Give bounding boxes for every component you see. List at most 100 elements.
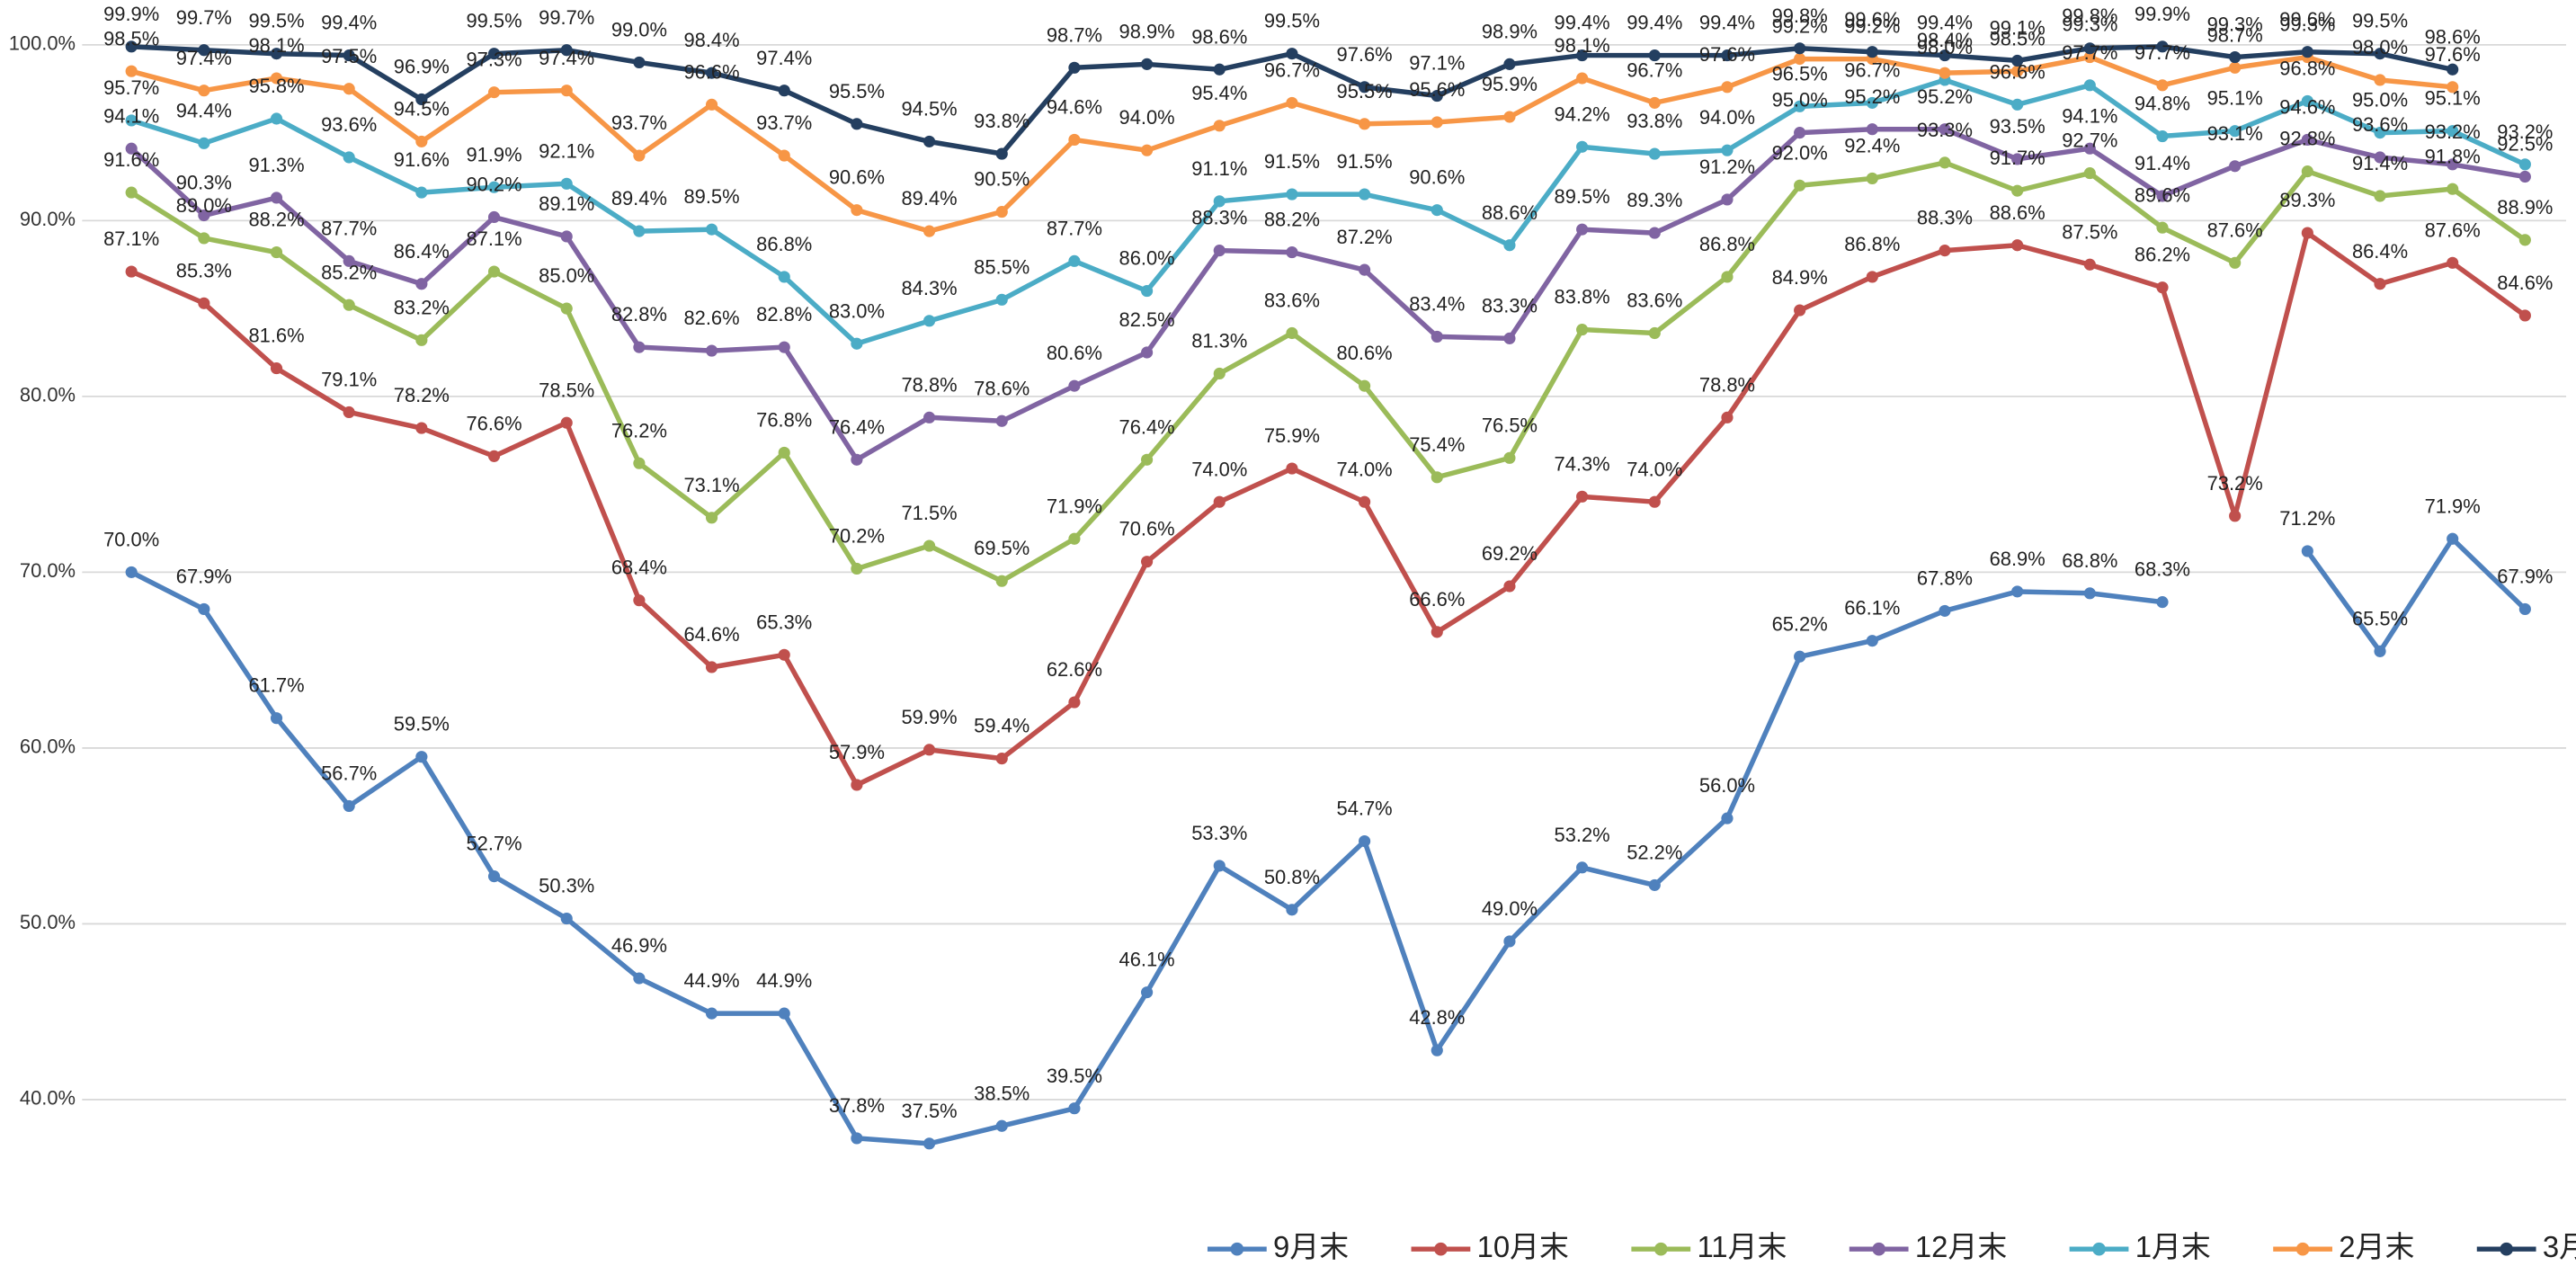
data-label: 97.6%	[2425, 43, 2481, 66]
data-label: 76.2%	[611, 419, 667, 441]
data-label: 99.4%	[1917, 12, 1973, 34]
data-label: 97.7%	[2062, 41, 2117, 64]
data-label: 95.5%	[1337, 80, 1393, 103]
data-label: 78.2%	[394, 384, 450, 406]
legend-swatch-marker	[1653, 1242, 1668, 1256]
data-label: 59.9%	[902, 706, 958, 728]
data-label: 68.4%	[611, 557, 667, 579]
data-point	[851, 562, 863, 575]
data-point	[2083, 167, 2096, 180]
data-label: 91.2%	[1699, 156, 1755, 178]
data-point	[415, 422, 428, 434]
data-label: 95.6%	[1409, 78, 1465, 101]
data-label: 98.5%	[103, 27, 159, 49]
data-point	[560, 177, 573, 190]
data-label: 59.4%	[974, 715, 1030, 737]
data-label: 95.9%	[1482, 73, 1538, 95]
data-point	[778, 446, 790, 459]
data-point	[1576, 140, 1589, 153]
data-point	[2156, 79, 2169, 92]
data-point	[343, 49, 355, 62]
data-label: 97.5%	[321, 45, 377, 67]
data-point	[923, 411, 936, 423]
data-label: 95.0%	[1772, 89, 1828, 111]
data-label: 91.1%	[1191, 157, 1247, 180]
data-point	[560, 85, 573, 97]
data-point	[1794, 52, 1806, 66]
data-label: 84.3%	[902, 277, 958, 299]
data-label: 94.1%	[103, 104, 159, 127]
data-label: 99.8%	[1772, 4, 1828, 27]
data-point	[1503, 451, 1516, 464]
data-label: 44.9%	[756, 969, 812, 992]
data-point	[2083, 142, 2096, 155]
data-point	[125, 566, 138, 578]
data-label: 96.6%	[1990, 60, 2046, 83]
data-point	[1213, 367, 1226, 380]
data-label: 89.1%	[539, 192, 594, 215]
data-label: 82.8%	[611, 303, 667, 325]
data-label: 94.1%	[2062, 104, 2117, 127]
data-label: 94.5%	[394, 97, 450, 120]
data-label: 89.3%	[2279, 189, 2335, 211]
data-label: 86.4%	[394, 240, 450, 263]
data-point	[851, 779, 863, 791]
data-label: 88.2%	[1264, 209, 1320, 231]
data-point	[2156, 129, 2169, 143]
data-label: 96.6%	[683, 60, 739, 83]
data-label: 99.2%	[1844, 15, 1900, 38]
data-point	[1068, 379, 1081, 392]
legend-label: 11月末	[1697, 1230, 1787, 1263]
data-point	[705, 223, 718, 236]
data-point	[2156, 221, 2169, 234]
data-label: 96.7%	[1844, 58, 1900, 81]
data-label: 93.6%	[321, 113, 377, 136]
data-label: 94.4%	[176, 99, 232, 121]
data-label: 70.6%	[1119, 518, 1175, 540]
data-point	[2301, 165, 2313, 178]
data-label: 96.7%	[1627, 58, 1682, 81]
legend-label: 1月末	[2135, 1230, 2211, 1263]
y-tick-label: 50.0%	[20, 911, 76, 933]
data-point	[1503, 239, 1516, 252]
data-point	[1939, 604, 1951, 617]
legend: 9月末 10月末 11月末 12月末 1月末 2月末 3月末	[1207, 1230, 2576, 1263]
data-label: 82.5%	[1119, 308, 1175, 331]
data-label: 83.3%	[1482, 294, 1538, 316]
data-label: 76.5%	[1482, 414, 1538, 436]
data-point	[1648, 326, 1661, 340]
data-label: 46.9%	[611, 934, 667, 957]
data-label: 81.6%	[248, 325, 304, 347]
data-label: 73.1%	[683, 474, 739, 496]
data-point	[2229, 160, 2242, 173]
data-label: 87.6%	[2425, 218, 2481, 241]
data-label: 97.7%	[2135, 41, 2190, 64]
data-label: 90.6%	[1409, 166, 1465, 189]
data-point	[2374, 48, 2386, 60]
data-point	[1431, 116, 1443, 129]
data-point	[778, 1007, 790, 1020]
data-point	[1576, 490, 1589, 503]
legend-label: 9月末	[1273, 1230, 1349, 1263]
data-point	[560, 416, 573, 429]
data-point	[1866, 271, 1878, 283]
data-point	[1794, 304, 1806, 316]
data-point	[2301, 94, 2313, 108]
data-label: 96.9%	[394, 56, 450, 78]
y-tick-label: 90.0%	[20, 208, 76, 230]
data-label: 99.4%	[1555, 12, 1610, 34]
data-label: 95.4%	[1191, 82, 1247, 104]
data-label: 92.0%	[1772, 141, 1828, 164]
data-point	[1359, 188, 1371, 201]
data-point	[1213, 195, 1226, 208]
data-label: 98.0%	[1917, 36, 1973, 58]
data-label: 78.8%	[902, 373, 958, 396]
data-label: 94.5%	[902, 97, 958, 120]
data-label: 65.2%	[1772, 612, 1828, 635]
data-label: 38.5%	[974, 1082, 1030, 1104]
data-point	[633, 225, 646, 237]
data-point	[198, 297, 210, 309]
data-point	[1359, 834, 1371, 848]
data-label: 87.7%	[321, 217, 377, 239]
